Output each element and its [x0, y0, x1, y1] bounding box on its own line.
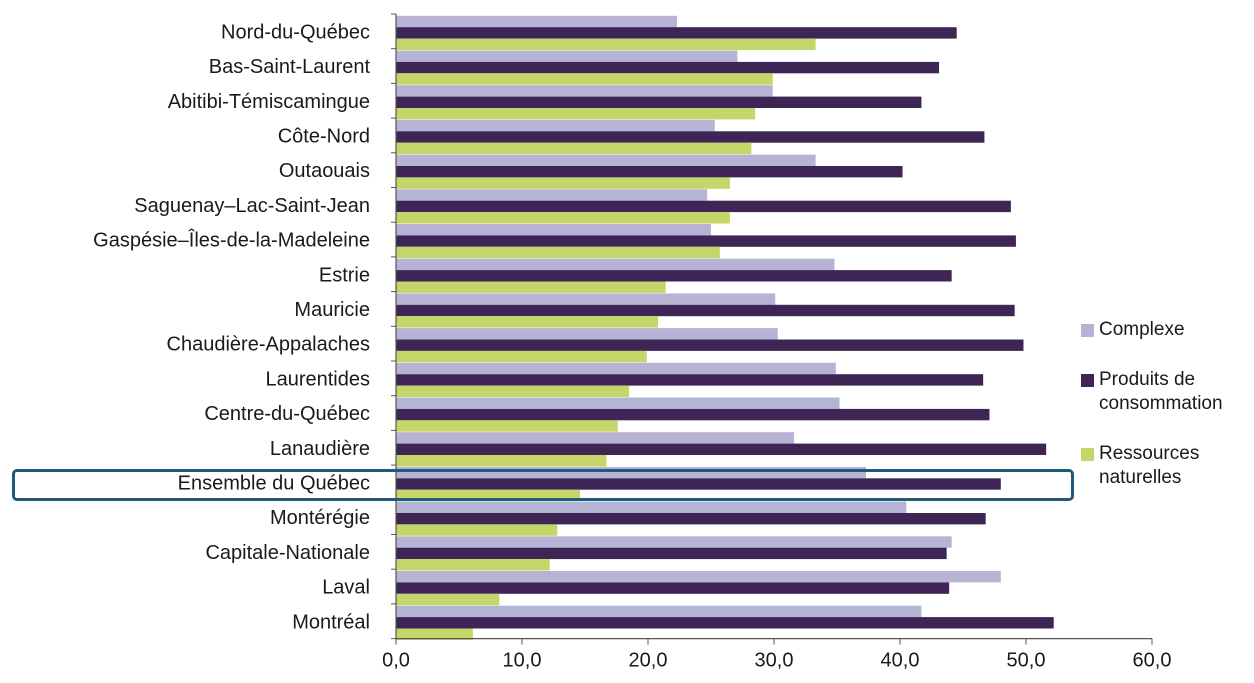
bar-produits-de-consommation-centre-du-quebec [396, 408, 990, 421]
bar-ressources-naturelles-monteregie [396, 524, 558, 536]
category-label-bas-saint-laurent: Bas-Saint-Laurent [209, 56, 371, 78]
legend-swatch-produits-de-consommation [1081, 374, 1094, 387]
bar-ressources-naturelles-centre-du-quebec [396, 420, 618, 432]
category-label-estrie: Estrie [319, 264, 370, 286]
bar-ressources-naturelles-nord-du-quebec [396, 38, 816, 50]
legend-label-complexe: Complexe [1099, 319, 1185, 340]
category-label-nord-du-quebec: Nord-du-Québec [221, 21, 370, 43]
bar-complexe-mauricie [396, 293, 776, 305]
bar-ressources-naturelles-ensemble-du-quebec [396, 489, 580, 502]
x-tick-label: 20,0 [629, 650, 668, 672]
category-label-gaspesie-iles-de-la-madeleine: Gaspésie–Îles-de-la-Madeleine [93, 229, 370, 252]
category-label-laval: Laval [322, 577, 370, 599]
bar-produits-de-consommation-nord-du-quebec [396, 27, 957, 39]
category-label-centre-du-quebec: Centre-du-Québec [204, 403, 370, 425]
bar-produits-de-consommation-chaudiere-appalaches [396, 339, 1024, 351]
bar-produits-de-consommation-estrie [396, 270, 952, 282]
category-label-saguenay-lac-saint-jean: Saguenay–Lac-Saint-Jean [134, 195, 370, 217]
bar-ressources-naturelles-estrie [396, 281, 666, 293]
bar-produits-de-consommation-abitibi-temiscamingue [396, 96, 922, 108]
bar-ressources-naturelles-laval [396, 593, 500, 606]
bar-ressources-naturelles-mauricie [396, 316, 659, 328]
bar-produits-de-consommation-cote-nord [396, 131, 985, 143]
category-label-monteregie: Montérégie [270, 507, 370, 529]
bar-produits-de-consommation-mauricie [396, 304, 1015, 317]
bar-ressources-naturelles-capitale-nationale [396, 559, 550, 571]
legend-item-complexe: Complexe [1079, 318, 1254, 342]
highlight-box-ensemble-du-quebec [12, 469, 1074, 501]
bar-complexe-gaspesie-iles-de-la-madeleine [396, 224, 711, 236]
x-tick-label: 10,0 [503, 650, 542, 672]
bar-produits-de-consommation-lanaudiere [396, 443, 1047, 455]
bar-complexe-lanaudiere [396, 432, 795, 444]
x-tick-label: 50,0 [1007, 650, 1046, 672]
legend-swatch-ressources-naturelles [1081, 448, 1094, 461]
bar-complexe-cote-nord [396, 119, 715, 132]
bar-ressources-naturelles-abitibi-temiscamingue [396, 108, 756, 120]
category-label-laurentides: Laurentides [265, 368, 370, 390]
category-label-chaudiere-appalaches: Chaudière-Appalaches [167, 334, 370, 356]
x-tick-label: 0,0 [382, 650, 410, 672]
bar-complexe-bas-saint-laurent [396, 50, 738, 62]
legend-label-produits-de-consommation: Produits de consommation [1099, 369, 1223, 414]
bar-complexe-outaouais [396, 154, 816, 166]
bar-produits-de-consommation-capitale-nationale [396, 547, 947, 560]
bar-complexe-nord-du-quebec [396, 15, 677, 28]
x-tick-label: 30,0 [755, 650, 794, 672]
category-label-abitibi-temiscamingue: Abitibi-Témiscamingue [168, 91, 370, 113]
x-tick-label: 60,0 [1133, 650, 1172, 672]
bar-complexe-montreal [396, 605, 922, 618]
legend-item-ressources-naturelles: Ressources naturelles [1079, 442, 1254, 490]
category-label-mauricie: Mauricie [294, 299, 370, 321]
bar-produits-de-consommation-montreal [396, 617, 1054, 629]
category-label-montreal: Montréal [292, 611, 370, 633]
bar-ressources-naturelles-bas-saint-laurent [396, 73, 773, 85]
bar-ressources-naturelles-outaouais [396, 177, 730, 189]
bar-produits-de-consommation-saguenay-lac-saint-jean [396, 200, 1011, 213]
legend: Complexe Produits de consommation Ressou… [1079, 318, 1254, 490]
bar-produits-de-consommation-laurentides [396, 374, 984, 386]
category-label-ensemble-du-quebec: Ensemble du Québec [178, 472, 370, 494]
bar-ressources-naturelles-saguenay-lac-saint-jean [396, 212, 730, 224]
bar-ressources-naturelles-gaspesie-iles-de-la-madeleine [396, 246, 720, 259]
bar-ressources-naturelles-cote-nord [396, 142, 752, 155]
bar-ressources-naturelles-montreal [396, 628, 473, 640]
x-tick-label: 40,0 [881, 650, 920, 672]
bar-ressources-naturelles-laurentides [396, 385, 630, 397]
category-label-cote-nord: Côte-Nord [278, 125, 370, 147]
bar-produits-de-consommation-bas-saint-laurent [396, 61, 940, 74]
bar-produits-de-consommation-monteregie [396, 513, 986, 525]
bar-complexe-capitale-nationale [396, 536, 952, 548]
bar-complexe-saguenay-lac-saint-jean [396, 189, 708, 201]
bar-complexe-estrie [396, 258, 835, 271]
bar-ressources-naturelles-lanaudiere [396, 455, 607, 467]
bar-produits-de-consommation-ensemble-du-quebec [396, 478, 1001, 490]
bar-complexe-centre-du-quebec [396, 397, 840, 409]
category-label-capitale-nationale: Capitale-Nationale [205, 542, 370, 564]
category-label-lanaudiere: Lanaudière [270, 438, 370, 460]
bar-produits-de-consommation-outaouais [396, 166, 903, 178]
legend-swatch-complexe [1081, 324, 1094, 337]
bar-complexe-monteregie [396, 501, 907, 513]
bar-complexe-laurentides [396, 362, 836, 375]
bar-complexe-ensemble-du-quebec [396, 466, 866, 479]
legend-label-ressources-naturelles: Ressources naturelles [1099, 443, 1200, 488]
category-label-outaouais: Outaouais [279, 160, 370, 182]
bar-complexe-abitibi-temiscamingue [396, 85, 773, 97]
bar-ressources-naturelles-chaudiere-appalaches [396, 350, 647, 363]
bar-complexe-chaudiere-appalaches [396, 328, 778, 340]
bar-produits-de-consommation-gaspesie-iles-de-la-madeleine [396, 235, 1016, 247]
bar-complexe-laval [396, 571, 1001, 583]
legend-item-produits-de-consommation: Produits de consommation [1079, 368, 1254, 416]
bar-produits-de-consommation-laval [396, 582, 950, 594]
